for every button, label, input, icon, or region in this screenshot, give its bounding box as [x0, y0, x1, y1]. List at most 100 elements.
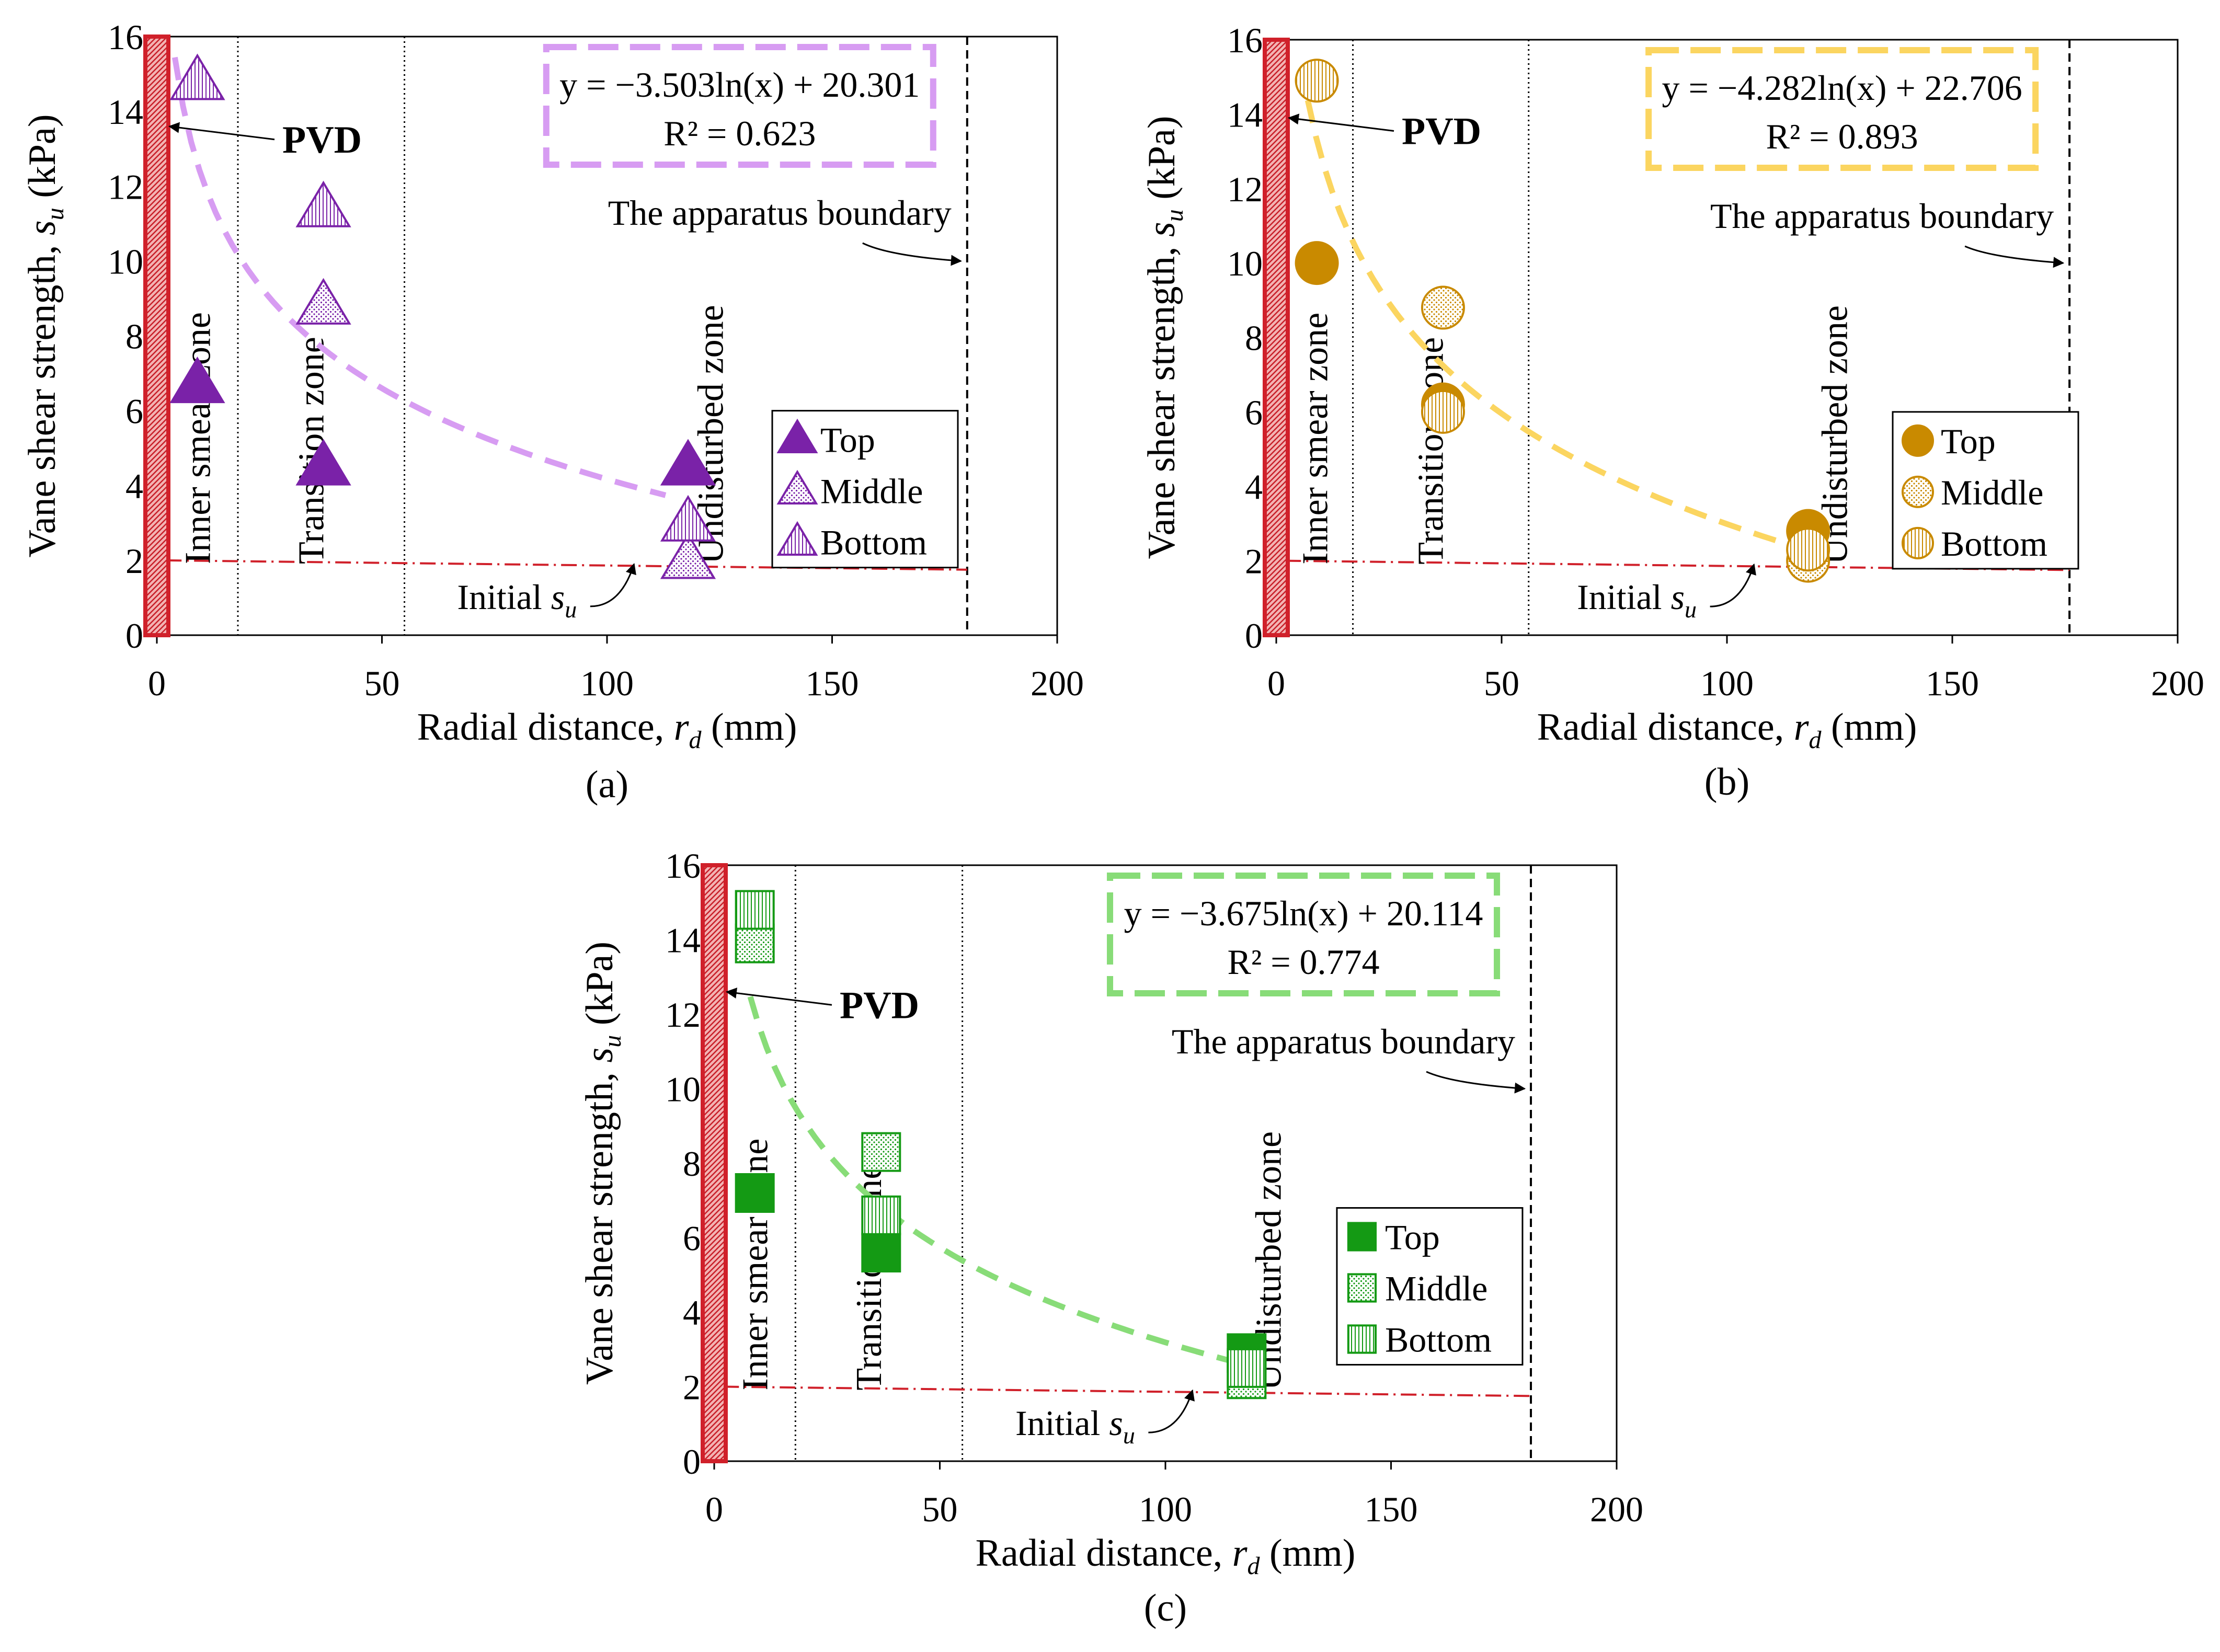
data-point-middle: [295, 278, 351, 325]
apparatus-boundary-label: The apparatus boundary: [1710, 196, 2054, 236]
fit-r-squared: R² = 0.774: [1227, 942, 1379, 982]
x-tick-label: 0: [705, 1489, 723, 1529]
fit-r-squared: R² = 0.623: [663, 113, 816, 153]
legend-marker-middle: [776, 469, 818, 504]
x-tick-label: 100: [1700, 663, 1754, 703]
apparatus-boundary-arrow: [862, 242, 962, 266]
legend-marker-bottom: [1902, 526, 1934, 559]
y-tick-label: 16: [108, 17, 143, 57]
legend-label: Bottom: [820, 523, 927, 563]
y-tick-label: 6: [683, 1219, 701, 1258]
x-tick-label: 200: [1031, 663, 1084, 703]
zone-label: Transition zone: [1411, 337, 1451, 565]
y-tick-label: 2: [125, 541, 143, 581]
legend: Top Middle Bottom: [1336, 1207, 1524, 1366]
data-point-top: [861, 1233, 901, 1272]
equation-box: [1645, 47, 2039, 171]
initial-su-arrow: [1710, 563, 1756, 607]
data-point-bottom: [295, 180, 351, 227]
data-point-top: [735, 1173, 775, 1213]
chart-panel-b: 0 50 100 150 200 0 2 4 6 8 10 12 14 16 Radial distance…: [1140, 20, 2204, 804]
apparatus-boundary-label: The apparatus boundary: [1172, 1022, 1515, 1061]
data-point-bottom: [1295, 59, 1339, 103]
fit-equation: y = −4.282ln(x) + 22.706: [1662, 68, 2022, 108]
apparatus-boundary-label: The apparatus boundary: [608, 193, 952, 233]
legend-marker-top: [1347, 1222, 1377, 1252]
pvd-label: PVD: [840, 984, 919, 1027]
panel-label: (a): [586, 763, 628, 806]
x-tick-label: 0: [148, 663, 166, 703]
pvd-arrow: [725, 988, 832, 1006]
y-tick-label: 16: [1227, 20, 1263, 60]
data-point-middle: [1421, 285, 1465, 330]
zone-label: Inner smear zone: [1295, 313, 1335, 565]
legend: Top Middle Bottom: [1892, 411, 2079, 570]
y-tick-label: 2: [1245, 542, 1263, 581]
legend-label: Top: [820, 420, 875, 460]
y-tick-label: 16: [665, 846, 701, 886]
x-axis-label: Radial distance, rd (mm): [417, 706, 797, 754]
data-point-bottom: [660, 495, 716, 542]
apparatus-boundary-arrow: [1426, 1071, 1526, 1094]
initial-su-arrow: [1148, 1389, 1195, 1433]
y-tick-label: 12: [1227, 169, 1263, 209]
data-point-bottom: [1227, 1348, 1267, 1388]
data-point-bottom: [1421, 389, 1465, 434]
y-tick-label: 8: [125, 317, 143, 357]
y-tick-label: 10: [108, 242, 143, 281]
y-tick-label: 2: [683, 1368, 701, 1407]
x-tick-label: 150: [1926, 663, 1979, 703]
x-tick-label: 50: [922, 1489, 958, 1529]
pvd-label: PVD: [282, 119, 362, 162]
x-tick-label: 0: [1267, 663, 1285, 703]
x-tick-label: 150: [806, 663, 859, 703]
legend-label: Bottom: [1941, 524, 2047, 564]
data-point-top: [295, 439, 351, 486]
pvd-bar: [1263, 38, 1290, 637]
equation-box: [1107, 873, 1501, 996]
x-axis-label: Radial distance, rd (mm): [1537, 706, 1917, 754]
y-tick-label: 6: [1245, 393, 1263, 432]
x-tick-label: 100: [580, 663, 634, 703]
legend-label: Top: [1941, 421, 1996, 461]
legend-marker-bottom: [1347, 1324, 1377, 1354]
legend-label: Middle: [1941, 473, 2043, 512]
y-axis-label: Vane shear strength, su (kPa): [578, 942, 626, 1385]
apparatus-boundary-arrow: [1964, 245, 2065, 268]
legend-marker-top: [1902, 424, 1934, 457]
legend-label: Top: [1385, 1218, 1440, 1257]
data-point-bottom: [861, 1195, 901, 1235]
y-tick-label: 0: [683, 1442, 701, 1482]
fit-curve: [171, 56, 667, 498]
initial-su-label: Initial su: [457, 577, 577, 623]
legend-marker-top: [776, 418, 818, 453]
data-point-middle: [861, 1132, 901, 1172]
y-tick-label: 4: [683, 1293, 701, 1333]
y-tick-label: 6: [125, 392, 143, 431]
data-point-middle: [735, 923, 775, 963]
y-tick-label: 0: [1245, 616, 1263, 656]
data-point-top: [1295, 241, 1339, 285]
legend: Top Middle Bottom: [771, 410, 959, 569]
x-axis-label: Radial distance, rd (mm): [976, 1532, 1356, 1580]
zone-label: Inner smear zone: [178, 312, 218, 564]
legend-label: Bottom: [1385, 1320, 1492, 1360]
legend-label: Middle: [820, 472, 923, 511]
legend-marker-middle: [1347, 1273, 1377, 1303]
panel-label: (c): [1144, 1587, 1187, 1630]
initial-su-line: [723, 1385, 1531, 1397]
y-tick-label: 4: [125, 466, 143, 506]
initial-su-line: [166, 559, 967, 571]
y-axis-label: Vane shear strength, su (kPa): [1140, 116, 1188, 559]
initial-su-label: Initial su: [1577, 577, 1697, 623]
data-point-top: [169, 357, 225, 404]
chart-panel-a: 0 50 100 150 200 0 2 4 6 8 10 12 14 16 Radial distance…: [21, 17, 1084, 806]
data-point-bottom: [169, 53, 225, 100]
legend-marker-middle: [1902, 475, 1934, 508]
y-axis-label: Vane shear strength, su (kPa): [21, 114, 69, 557]
fit-equation: y = −3.503ln(x) + 20.301: [559, 65, 920, 105]
y-tick-label: 12: [108, 167, 143, 206]
y-tick-label: 14: [108, 92, 143, 132]
y-tick-label: 4: [1245, 467, 1263, 507]
